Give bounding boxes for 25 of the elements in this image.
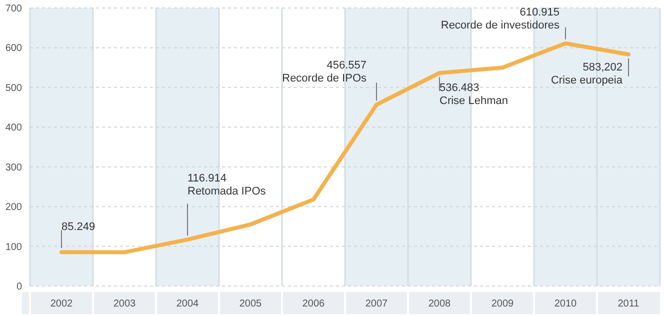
y-tick-label: 100	[5, 242, 22, 253]
y-tick-label: 300	[5, 162, 22, 174]
line-series	[60, 41, 630, 254]
x-tick-label: 2006	[302, 298, 326, 310]
y-tick-label: 200	[5, 202, 22, 214]
annotation: 583,202 Crise europeia	[550, 61, 624, 86]
x-tick-label: 2010	[554, 298, 578, 310]
annotation: 456.557 Recorde de IPOs	[282, 60, 367, 85]
annotation: 85.249	[62, 221, 96, 234]
annotation: 116.914 Retomada IPOs	[188, 172, 266, 198]
y-tick-label: 400	[5, 122, 22, 134]
x-tick-label: 2007	[365, 298, 388, 310]
x-tick-label: 2002	[50, 298, 74, 310]
x-tick-label: 2011	[618, 298, 640, 310]
x-tick-label: 2008	[428, 298, 452, 310]
x-tick-label: 2003	[113, 298, 136, 310]
y-tick-label: 600	[5, 43, 22, 54]
x-tick-label: 2009	[491, 298, 514, 310]
y-tick-label: 0	[16, 282, 22, 292]
annotation: 610.915 Recorde de investidores	[440, 6, 560, 32]
x-tick-label: 2004	[176, 298, 200, 310]
y-tick-label: 500	[5, 82, 22, 94]
y-tick-label: 700	[5, 4, 22, 14]
annotation: 536.483 Crise Lehman	[440, 82, 508, 107]
x-tick-label: 2005	[239, 298, 262, 310]
